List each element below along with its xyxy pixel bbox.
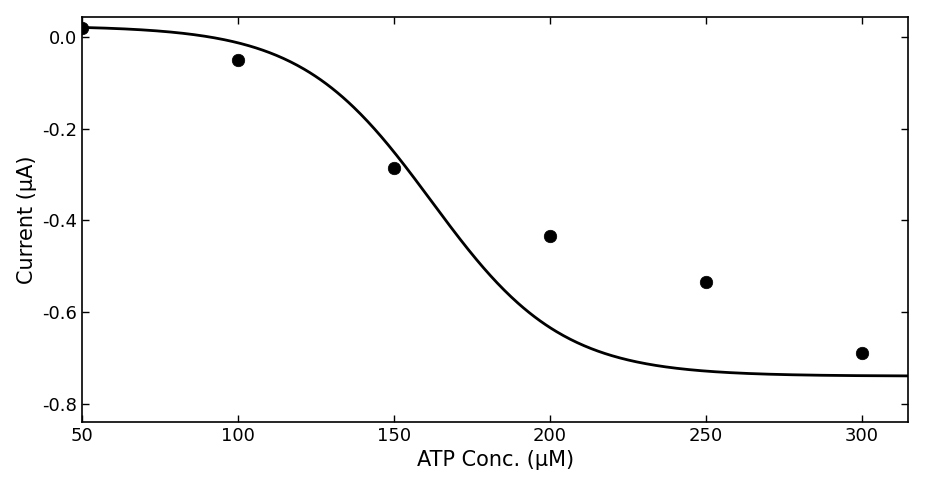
Point <box>542 233 557 241</box>
Point <box>387 164 401 172</box>
Point <box>854 349 869 357</box>
Point <box>698 279 713 286</box>
Point <box>75 24 90 32</box>
Point <box>230 56 245 64</box>
X-axis label: ATP Conc. (μM): ATP Conc. (μM) <box>416 450 574 470</box>
Y-axis label: Current (μA): Current (μA) <box>17 155 37 283</box>
